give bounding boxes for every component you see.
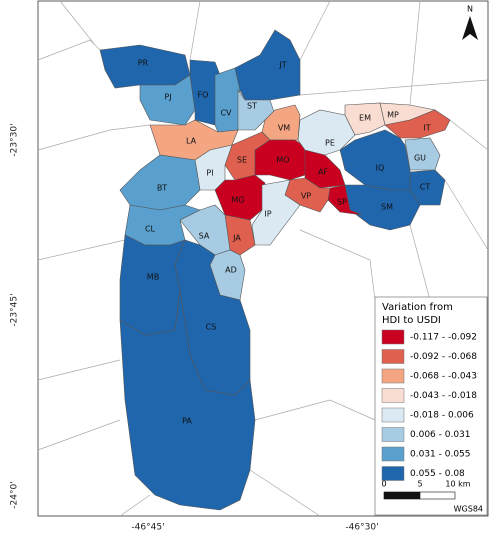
legend-swatch <box>381 388 405 403</box>
region-label: MO <box>276 156 289 165</box>
legend-swatch <box>381 446 405 462</box>
region-label: GU <box>414 154 426 163</box>
region-label: MG <box>231 196 244 205</box>
legend-items: -0.117 - -0.092 -0.092 - -0.068 -0.068 - -… <box>381 329 477 481</box>
region <box>234 29 301 101</box>
lon-label: -46°30' <box>345 523 378 533</box>
region <box>189 59 221 126</box>
region-label: PI <box>206 169 213 178</box>
scale-bar <box>383 491 421 500</box>
region-label: BT <box>157 184 167 193</box>
region-label: LA <box>186 137 197 146</box>
lat-label: -24°0' <box>10 481 20 508</box>
region-label: PA <box>182 417 192 426</box>
region-label: CT <box>420 183 431 192</box>
legend-label: -0.068 - -0.043 <box>410 372 477 382</box>
region-label: PJ <box>164 93 171 102</box>
legend-swatch <box>381 427 405 442</box>
legend-title: HDI to USDI <box>382 315 441 326</box>
legend-swatch <box>381 368 405 384</box>
region-label: MB <box>147 273 159 282</box>
region-label: AF <box>318 168 328 177</box>
region <box>194 144 233 191</box>
region-label: VP <box>301 192 311 201</box>
region <box>344 184 421 231</box>
north-arrow-shape <box>462 16 478 40</box>
legend-label: -0.018 - 0.006 <box>410 411 474 421</box>
region-label: EM <box>359 114 371 123</box>
region <box>251 179 301 246</box>
lat-label: -23°45' <box>10 293 20 326</box>
north-label: N <box>467 5 473 14</box>
region <box>119 289 256 511</box>
region-label: SP <box>337 198 347 207</box>
lon-label: -46°45' <box>131 523 164 533</box>
region <box>119 234 186 336</box>
scale-bar <box>419 491 456 500</box>
region-label: CL <box>145 225 156 234</box>
legend-swatch <box>381 466 405 481</box>
legend-title: Variation from <box>382 302 453 313</box>
region-label: JA <box>232 234 241 243</box>
scale-label: 0 <box>381 480 386 489</box>
region <box>139 74 196 126</box>
region-label: AD <box>225 266 237 275</box>
legend-label: -0.043 - -0.018 <box>410 391 477 401</box>
scale-label: 10 km <box>445 480 470 489</box>
legend-label: 0.055 - 0.08 <box>410 469 465 479</box>
region-label: ST <box>247 102 257 111</box>
region <box>384 109 451 139</box>
scale-label: 5 <box>417 480 422 489</box>
region-label: CS <box>206 323 217 332</box>
region-label: VM <box>278 124 290 133</box>
region <box>214 67 241 133</box>
region-label: PE <box>325 139 335 148</box>
regions: PR PJ FO CV JT ST VM LA SE MO AF PE EM MP IT GU CT IQ SM SP… <box>99 29 451 511</box>
region-label: SA <box>199 232 210 241</box>
region-label: IT <box>423 124 430 133</box>
region-label: SE <box>237 156 247 165</box>
region-label: IQ <box>376 164 385 173</box>
legend-swatch <box>381 329 405 345</box>
legend-swatch <box>381 407 405 423</box>
legend-label: 0.031 - 0.055 <box>410 450 471 460</box>
region-label: IP <box>264 210 271 219</box>
region-label: CV <box>220 109 232 118</box>
crs-label: WGS84 <box>454 505 483 514</box>
legend-label: -0.092 - -0.068 <box>410 352 477 362</box>
region-label: PR <box>138 59 149 68</box>
lat-label: -23°30' <box>10 123 20 156</box>
legend-label: -0.117 - -0.092 <box>410 333 477 343</box>
region-label: SM <box>381 203 393 212</box>
legend-swatch <box>381 349 405 364</box>
region-label: MP <box>387 111 399 120</box>
region-label: JT <box>278 61 286 70</box>
legend-label: 0.006 - 0.031 <box>410 430 471 440</box>
north-arrow: N <box>462 5 478 40</box>
legend: Variation from HDI to USDI -0.117 - -0.0… <box>374 296 488 516</box>
region-label: FO <box>198 91 209 100</box>
